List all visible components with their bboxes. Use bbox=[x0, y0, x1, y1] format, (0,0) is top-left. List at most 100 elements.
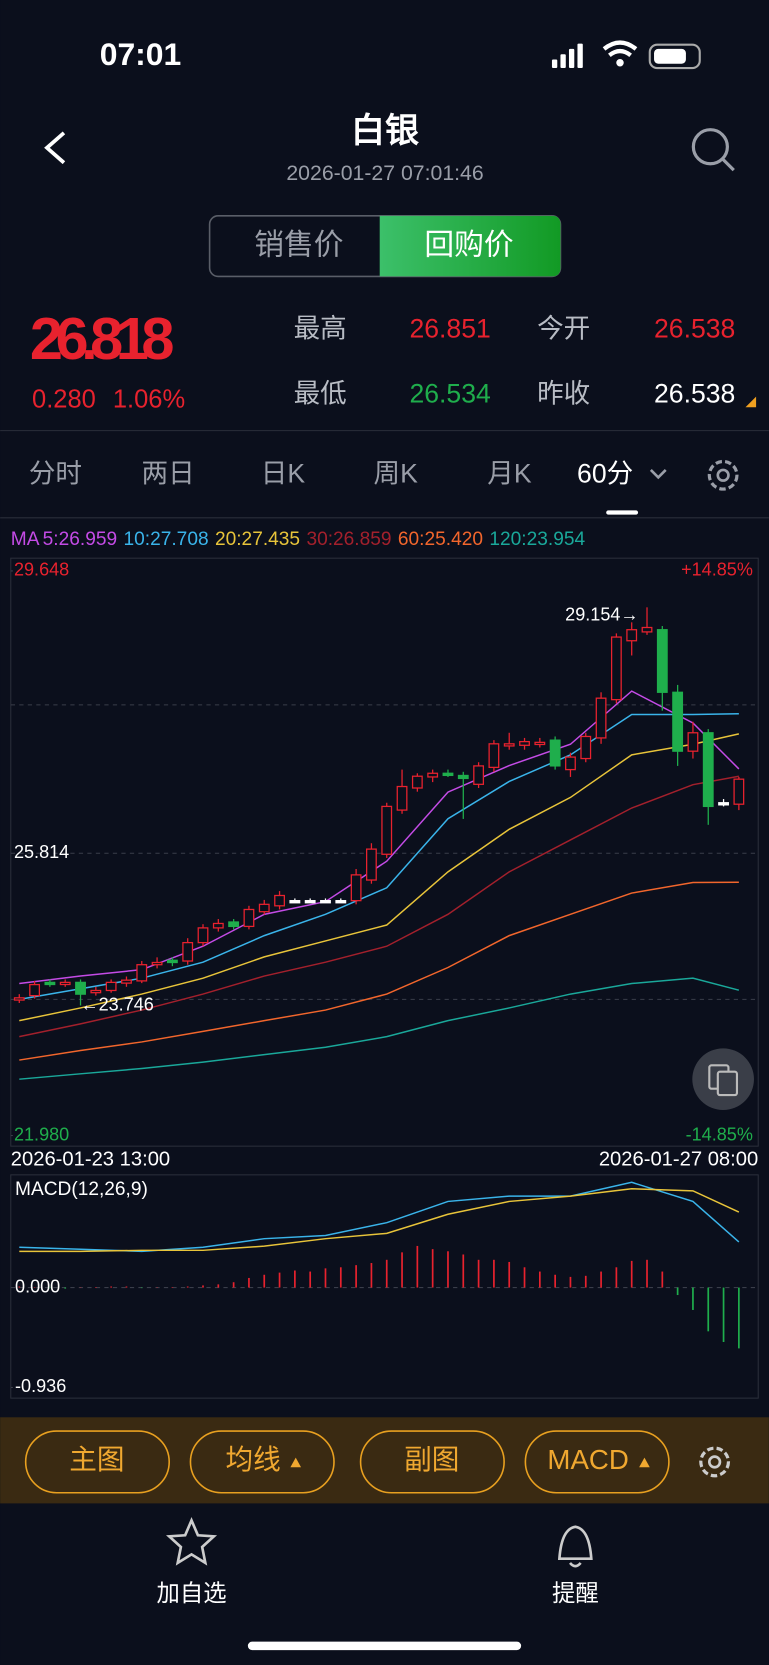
stat-value: 26.851 bbox=[409, 314, 490, 344]
macd-title: MACD(12,26,9) bbox=[15, 1179, 148, 1200]
favorite-icon[interactable] bbox=[165, 1517, 218, 1566]
candle-body bbox=[381, 805, 393, 855]
candle-body bbox=[656, 629, 668, 693]
candle-body bbox=[258, 903, 270, 913]
annotation: ←23.746 bbox=[81, 994, 154, 1014]
legend-entry: 5:26.959 bbox=[43, 529, 117, 550]
legend-entry: 20:27.435 bbox=[215, 529, 300, 550]
candle-body bbox=[702, 732, 714, 808]
candle-body bbox=[151, 961, 163, 966]
settings-button[interactable] bbox=[707, 459, 739, 491]
candle-body bbox=[105, 981, 117, 992]
toolbar-label: 均线 bbox=[226, 1444, 281, 1475]
toolbar-settings[interactable] bbox=[699, 1446, 731, 1478]
last-price: 26.818 bbox=[30, 305, 175, 372]
candle-body bbox=[473, 765, 485, 785]
dropdown-arrow bbox=[639, 1457, 650, 1468]
corner-triangle bbox=[745, 396, 757, 408]
tab[interactable]: 销售价 bbox=[254, 229, 343, 262]
period-tab[interactable]: 分时 bbox=[29, 458, 82, 488]
active-tab[interactable] bbox=[379, 215, 561, 277]
y-tick-label: 21.980 bbox=[14, 1124, 69, 1144]
candle-body bbox=[350, 874, 362, 902]
toolbar-button[interactable] bbox=[24, 1430, 170, 1494]
alert-icon[interactable] bbox=[557, 1525, 593, 1568]
wifi-icon bbox=[602, 40, 638, 58]
floating-button[interactable] bbox=[692, 1048, 754, 1110]
candle-body bbox=[442, 772, 454, 777]
period-tab[interactable]: 60分 bbox=[577, 458, 633, 488]
stat-label: 昨收 bbox=[537, 379, 590, 409]
candle-body bbox=[534, 741, 546, 746]
dropdown-chevron[interactable] bbox=[649, 469, 667, 480]
candle-body bbox=[610, 636, 622, 701]
battery-icon bbox=[648, 43, 701, 70]
candle-body bbox=[274, 894, 285, 907]
nav-label[interactable]: 加自选 bbox=[156, 1580, 226, 1606]
page-title: 白银 bbox=[351, 112, 419, 150]
candle-body bbox=[411, 775, 423, 789]
legend-entry: 60:25.420 bbox=[398, 529, 483, 550]
legend-entry: 10:27.708 bbox=[124, 529, 209, 550]
period-tab[interactable]: 周K bbox=[374, 458, 419, 488]
candle-body bbox=[136, 964, 148, 982]
y-tick-label: -0.936 bbox=[15, 1376, 66, 1396]
nav-label[interactable]: 提醒 bbox=[552, 1580, 599, 1606]
toolbar-button[interactable] bbox=[524, 1430, 670, 1494]
stat-label: 今开 bbox=[537, 314, 590, 344]
candle-body bbox=[197, 927, 209, 944]
candle-body bbox=[427, 772, 439, 778]
pct-label: -14.85% bbox=[686, 1124, 753, 1144]
search-button[interactable] bbox=[691, 128, 735, 172]
candle-body bbox=[13, 997, 25, 1001]
candle-body bbox=[595, 697, 607, 739]
battery-level bbox=[654, 48, 686, 64]
x-label: 2026-01-27 08:00 bbox=[599, 1148, 758, 1170]
candle-body bbox=[320, 900, 331, 904]
annotation: 29.154→ bbox=[565, 605, 638, 625]
back-button[interactable] bbox=[44, 131, 66, 165]
candle-body bbox=[304, 900, 316, 904]
candle-body bbox=[672, 691, 684, 752]
candle-body bbox=[75, 981, 86, 995]
candle-body bbox=[488, 743, 500, 769]
tab[interactable]: 回购价 bbox=[424, 229, 513, 262]
change: 0.280 bbox=[32, 386, 96, 414]
toolbar-button[interactable] bbox=[359, 1430, 505, 1494]
candle-body bbox=[121, 979, 132, 984]
clock: 07:01 bbox=[100, 36, 182, 72]
wifi-dot bbox=[616, 59, 624, 67]
candle-body bbox=[59, 981, 71, 986]
ma-line bbox=[19, 977, 740, 1080]
macd-line bbox=[19, 1187, 740, 1253]
plot: 29.648 25.814 21.980 5:26.959 10:27.708 20:27… bbox=[10, 529, 759, 1396]
dropdown-arrow bbox=[290, 1457, 302, 1468]
candle-body bbox=[457, 774, 469, 780]
candle-body bbox=[44, 981, 56, 986]
period-tab[interactable]: 日K bbox=[261, 458, 306, 488]
x-label: 2026-01-23 13:00 bbox=[11, 1148, 170, 1170]
candle-body bbox=[29, 983, 41, 997]
candle-body bbox=[565, 756, 576, 771]
candle-body bbox=[366, 848, 377, 881]
change-pct: 1.06% bbox=[113, 386, 185, 414]
candle-body bbox=[626, 629, 638, 642]
candle-body bbox=[212, 922, 224, 929]
period-tab[interactable]: 月K bbox=[487, 458, 532, 488]
candle-body bbox=[733, 778, 745, 805]
candle-body bbox=[228, 921, 240, 928]
candle-body bbox=[243, 908, 255, 928]
stat-value: 26.538 bbox=[654, 314, 735, 344]
period-tab[interactable]: 两日 bbox=[142, 458, 195, 488]
candle-body bbox=[396, 785, 408, 811]
toolbar-button[interactable] bbox=[189, 1430, 335, 1494]
tab-underline bbox=[606, 510, 639, 515]
ma-line bbox=[19, 881, 739, 1061]
candle-body bbox=[718, 802, 729, 806]
ma-line bbox=[19, 775, 740, 1038]
candle-body bbox=[166, 959, 178, 964]
stat-value: 26.534 bbox=[409, 379, 490, 409]
ma-line bbox=[19, 733, 740, 1022]
